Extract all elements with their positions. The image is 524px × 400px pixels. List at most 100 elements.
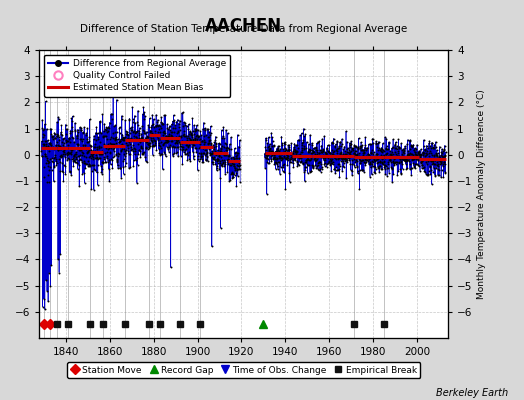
Point (297, 153, 305, 159)
Point (217, 148, 225, 154)
Point (156, 152, 165, 158)
Point (106, 140, 114, 146)
Point (410, 162, 418, 169)
Point (158, 135, 167, 141)
Point (184, 152, 192, 158)
Point (111, 129, 119, 135)
Point (312, 146, 321, 153)
Point (378, 166, 386, 173)
Point (419, 150, 428, 156)
Point (224, 158, 233, 165)
Point (313, 162, 322, 169)
Point (343, 146, 351, 152)
Point (56, 251, 64, 258)
Point (431, 160, 439, 167)
Point (365, 156, 374, 162)
Point (386, 157, 394, 163)
Point (430, 161, 439, 168)
Point (84, 162, 92, 169)
Point (77, 127, 85, 133)
Point (102, 159, 110, 166)
Point (53, 133, 62, 139)
Point (57, 129, 65, 136)
Point (302, 159, 311, 165)
Point (381, 162, 389, 168)
Point (195, 144, 204, 150)
Point (95, 118, 104, 125)
Point (436, 152, 445, 158)
Point (150, 124, 158, 130)
Point (441, 152, 449, 159)
Point (48, 167, 56, 174)
Y-axis label: Monthly Temperature Anomaly Difference (°C): Monthly Temperature Anomaly Difference (… (477, 89, 486, 299)
Point (220, 135, 228, 142)
Point (52, 144, 60, 151)
Point (216, 160, 224, 167)
Point (284, 142, 292, 148)
Point (360, 147, 368, 154)
Point (308, 146, 316, 153)
Point (436, 159, 445, 166)
Point (203, 126, 211, 132)
Point (204, 140, 213, 146)
Point (374, 156, 383, 162)
Point (381, 170, 389, 177)
Point (331, 142, 339, 149)
Point (198, 156, 206, 162)
Point (418, 158, 426, 164)
Point (134, 122, 142, 128)
Point (52, 139, 61, 145)
Point (376, 152, 385, 159)
Point (152, 112, 160, 118)
Point (195, 136, 204, 142)
Point (39, 141, 48, 148)
Point (263, 150, 271, 157)
Point (113, 156, 121, 163)
Point (395, 144, 403, 150)
Point (272, 156, 280, 162)
Point (411, 165, 419, 171)
Point (403, 156, 411, 163)
Point (44, 160, 52, 167)
Point (174, 144, 183, 150)
Point (81, 146, 90, 152)
Point (202, 157, 210, 164)
Point (360, 158, 368, 165)
Point (185, 131, 194, 138)
Point (101, 150, 109, 156)
Point (268, 138, 277, 144)
Point (96, 151, 105, 157)
Point (233, 162, 242, 168)
Point (80, 180, 89, 186)
Point (400, 150, 409, 156)
Point (169, 124, 177, 131)
Point (66, 169, 74, 176)
Point (73, 126, 82, 133)
Point (70, 153, 79, 160)
Point (282, 154, 291, 160)
Point (298, 145, 306, 152)
Point (297, 158, 305, 164)
Point (334, 167, 343, 173)
Point (329, 140, 337, 146)
Point (88, 168, 96, 174)
Point (192, 144, 201, 151)
Point (280, 155, 289, 162)
Point (191, 137, 199, 143)
Point (232, 150, 241, 156)
Point (69, 155, 77, 161)
Point (71, 159, 80, 166)
Point (346, 142, 354, 148)
Point (213, 158, 222, 165)
Point (332, 164, 341, 170)
Point (386, 157, 395, 163)
Point (62, 151, 71, 158)
Point (127, 135, 135, 142)
Point (66, 130, 74, 136)
Point (333, 138, 341, 144)
Point (81, 144, 90, 150)
Point (99, 159, 107, 165)
Point (369, 140, 378, 146)
Point (128, 126, 136, 133)
Point (225, 152, 233, 158)
